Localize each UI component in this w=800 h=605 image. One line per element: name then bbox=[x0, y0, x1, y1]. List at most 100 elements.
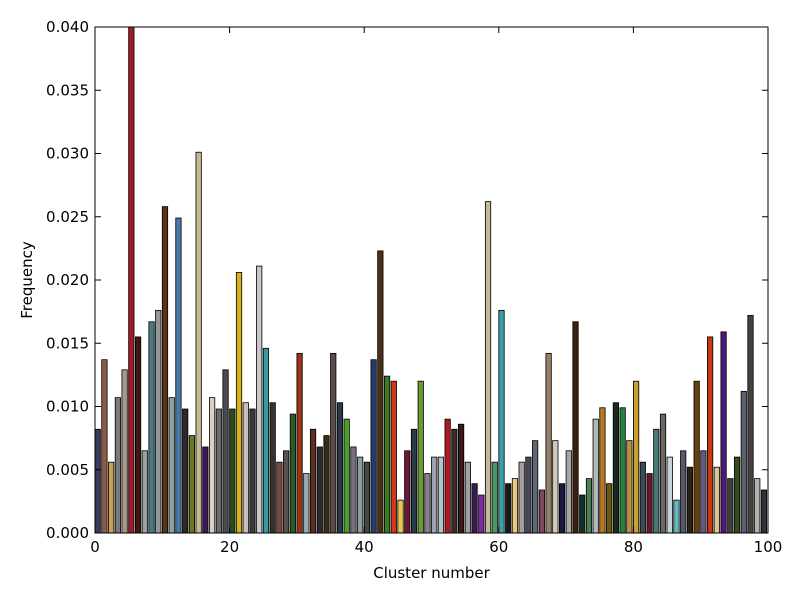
bar-cluster-77 bbox=[612, 402, 619, 534]
bar-cluster-93 bbox=[720, 331, 727, 534]
bar-cluster-41 bbox=[370, 359, 377, 534]
bar-cluster-32 bbox=[309, 428, 317, 534]
bar-cluster-64 bbox=[525, 456, 532, 534]
bar-cluster-37 bbox=[343, 418, 350, 534]
bar-cluster-8 bbox=[148, 321, 155, 534]
bar-cluster-88 bbox=[686, 466, 694, 534]
bar-cluster-78 bbox=[619, 407, 626, 534]
bar-cluster-25 bbox=[262, 347, 270, 534]
bar-cluster-90 bbox=[700, 450, 707, 534]
bar-cluster-0 bbox=[94, 428, 101, 534]
bar-cluster-58 bbox=[484, 201, 492, 534]
bar-cluster-29 bbox=[289, 413, 296, 534]
bar-cluster-22 bbox=[242, 402, 249, 534]
bar-cluster-14 bbox=[188, 435, 196, 534]
x-axis-label: Cluster number bbox=[373, 564, 490, 582]
bar-cluster-57 bbox=[478, 494, 485, 534]
bar-cluster-98 bbox=[754, 478, 761, 534]
bar-cluster-38 bbox=[350, 446, 357, 534]
x-tick-label: 60 bbox=[489, 538, 508, 556]
bar-cluster-67 bbox=[545, 352, 552, 534]
bars-group bbox=[94, 26, 768, 534]
bar-cluster-94 bbox=[727, 478, 734, 534]
bar-cluster-62 bbox=[511, 478, 519, 534]
bar-cluster-68 bbox=[552, 440, 559, 534]
bar-cluster-71 bbox=[572, 321, 579, 534]
bar-cluster-84 bbox=[659, 413, 667, 534]
bar-cluster-24 bbox=[256, 265, 263, 534]
bar-cluster-48 bbox=[417, 380, 424, 534]
y-tick-label: 0.000 bbox=[46, 524, 89, 542]
bar-cluster-44 bbox=[390, 380, 397, 534]
bar-cluster-50 bbox=[431, 456, 438, 534]
x-tick-label: 100 bbox=[754, 538, 783, 556]
bar-cluster-34 bbox=[323, 435, 330, 534]
bar-cluster-40 bbox=[363, 461, 370, 534]
bar-cluster-79 bbox=[626, 440, 633, 534]
bar-cluster-73 bbox=[585, 478, 593, 534]
x-tick-label: 40 bbox=[355, 538, 374, 556]
bar-cluster-63 bbox=[518, 461, 525, 534]
ticks-group: 0 20 40 60 80 100 0.000 0.005 0.010 0.015 0.020 0.0… bbox=[46, 18, 782, 556]
bar-cluster-3 bbox=[114, 397, 121, 534]
bar-cluster-82 bbox=[646, 473, 653, 534]
bar-cluster-54 bbox=[458, 423, 465, 534]
y-tick-label: 0.035 bbox=[46, 81, 89, 99]
bar-cluster-89 bbox=[693, 380, 700, 534]
bar-cluster-10 bbox=[161, 206, 169, 534]
bar-cluster-46 bbox=[404, 450, 411, 534]
bar-cluster-15 bbox=[195, 151, 202, 534]
bar-cluster-9 bbox=[155, 309, 162, 534]
bar-cluster-87 bbox=[680, 450, 687, 534]
bar-cluster-85 bbox=[666, 456, 673, 534]
bar-cluster-53 bbox=[451, 428, 458, 534]
bar-cluster-72 bbox=[579, 494, 586, 534]
bar-cluster-16 bbox=[202, 446, 209, 534]
bar-cluster-18 bbox=[215, 408, 222, 534]
bar-cluster-74 bbox=[592, 418, 599, 534]
y-tick-label: 0.025 bbox=[46, 208, 89, 226]
bar-cluster-51 bbox=[437, 456, 445, 534]
bar-cluster-31 bbox=[303, 473, 310, 534]
bar-cluster-12 bbox=[175, 217, 182, 534]
bar-cluster-19 bbox=[222, 369, 229, 534]
bar-cluster-11 bbox=[168, 397, 175, 534]
bar-cluster-13 bbox=[182, 408, 189, 534]
plot-frame bbox=[94, 26, 769, 534]
y-tick-label: 0.040 bbox=[46, 18, 89, 36]
y-tick-label: 0.015 bbox=[46, 334, 89, 352]
y-tick-label: 0.010 bbox=[46, 398, 89, 416]
bar-cluster-4 bbox=[121, 369, 128, 534]
bar-cluster-5 bbox=[128, 26, 135, 534]
bar-cluster-39 bbox=[357, 456, 364, 534]
y-tick-label: 0.005 bbox=[46, 461, 89, 479]
bar-cluster-36 bbox=[336, 402, 344, 534]
bar-cluster-42 bbox=[377, 250, 384, 534]
bar-cluster-7 bbox=[141, 450, 148, 534]
bar-cluster-43 bbox=[383, 375, 391, 534]
bar-cluster-6 bbox=[134, 336, 142, 534]
bar-cluster-96 bbox=[740, 390, 747, 534]
bar-cluster-95 bbox=[733, 456, 741, 534]
bar-cluster-47 bbox=[410, 428, 418, 534]
bar-cluster-69 bbox=[558, 483, 566, 534]
bar-cluster-59 bbox=[491, 461, 498, 534]
bar-cluster-92 bbox=[713, 466, 720, 534]
bar-cluster-81 bbox=[639, 461, 646, 534]
bar-cluster-91 bbox=[707, 336, 714, 534]
bar-cluster-86 bbox=[673, 499, 680, 534]
x-tick-label: 20 bbox=[220, 538, 239, 556]
bar-cluster-99 bbox=[760, 489, 768, 534]
bar-cluster-52 bbox=[444, 418, 451, 534]
bar-cluster-97 bbox=[747, 315, 754, 534]
bar-cluster-66 bbox=[538, 489, 545, 534]
y-tick-label: 0.030 bbox=[46, 145, 89, 163]
bar-cluster-60 bbox=[498, 309, 505, 534]
y-tick-label: 0.020 bbox=[46, 271, 89, 289]
bar-cluster-49 bbox=[424, 473, 431, 534]
bar-cluster-33 bbox=[316, 446, 323, 534]
bar-cluster-83 bbox=[653, 428, 660, 534]
bar-cluster-61 bbox=[505, 483, 512, 534]
bar-cluster-26 bbox=[269, 402, 276, 534]
bar-cluster-27 bbox=[276, 461, 283, 534]
